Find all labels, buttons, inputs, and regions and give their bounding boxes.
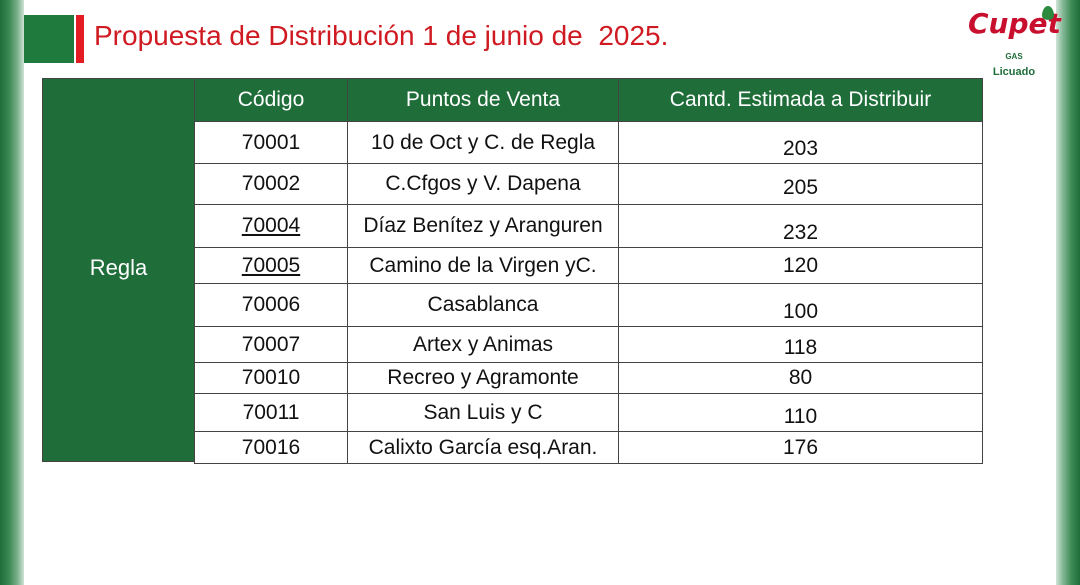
qty-cell: 232 bbox=[618, 204, 983, 248]
table-row: 70011 San Luis y C 110 bbox=[194, 393, 983, 432]
code-cell: 70004 bbox=[194, 204, 348, 248]
table-row: 70010 Recreo y Agramonte 80 bbox=[194, 362, 983, 394]
point-cell: Díaz Benítez y Aranguren bbox=[347, 204, 619, 248]
header-red-bar bbox=[76, 15, 84, 63]
point-cell: Casablanca bbox=[347, 283, 619, 327]
group-cell: Regla bbox=[42, 78, 195, 462]
qty-cell: 120 bbox=[618, 247, 983, 284]
code-cell: 70010 bbox=[194, 362, 348, 394]
cupet-logo: Cupet GAS Licuado bbox=[968, 4, 1061, 80]
header-qty: Cantd. Estimada a Distribuir bbox=[618, 78, 983, 122]
right-green-stripe bbox=[1056, 0, 1080, 585]
table-row: 70005 Camino de la Virgen yC. 120 bbox=[194, 247, 983, 284]
qty-cell: 203 bbox=[618, 121, 983, 164]
table-row: 70016 Calixto García esq.Aran. 176 bbox=[194, 431, 983, 464]
code-cell: 70001 bbox=[194, 121, 348, 164]
distribution-table: Código Puntos de Venta Cantd. Estimada a… bbox=[194, 78, 983, 464]
code-cell: 70006 bbox=[194, 283, 348, 327]
qty-cell: 100 bbox=[618, 283, 983, 327]
table-row: 70006 Casablanca 100 bbox=[194, 283, 983, 327]
point-cell: Artex y Animas bbox=[347, 326, 619, 363]
point-cell: Camino de la Virgen yC. bbox=[347, 247, 619, 284]
code-cell: 70007 bbox=[194, 326, 348, 363]
flame-icon bbox=[1042, 6, 1054, 20]
logo-subtitle-licuado: Licuado bbox=[992, 66, 1036, 78]
qty-cell: 176 bbox=[618, 431, 983, 464]
table-row: 70002 C.Cfgos y V. Dapena 205 bbox=[194, 163, 983, 205]
qty-cell: 205 bbox=[618, 163, 983, 205]
left-green-stripe bbox=[0, 0, 24, 585]
table-header-row: Código Puntos de Venta Cantd. Estimada a… bbox=[194, 78, 983, 122]
table-row: 70007 Artex y Animas 118 bbox=[194, 326, 983, 363]
code-cell: 70011 bbox=[194, 393, 348, 432]
table-row: 70004 Díaz Benítez y Aranguren 232 bbox=[194, 204, 983, 248]
page-title: Propuesta de Distribución 1 de junio de … bbox=[94, 20, 669, 51]
code-cell: 70016 bbox=[194, 431, 348, 464]
header-code: Código bbox=[194, 78, 348, 122]
point-cell: C.Cfgos y V. Dapena bbox=[347, 163, 619, 205]
qty-cell: 80 bbox=[618, 362, 983, 394]
point-cell: San Luis y C bbox=[347, 393, 619, 432]
code-cell: 70005 bbox=[194, 247, 348, 284]
logo-subtitle-gas: GAS bbox=[1005, 52, 1023, 61]
table-row: 70001 10 de Oct y C. de Regla 203 bbox=[194, 121, 983, 164]
point-cell: 10 de Oct y C. de Regla bbox=[347, 121, 619, 164]
group-label: Regla bbox=[89, 255, 148, 280]
header-green-block bbox=[24, 15, 74, 63]
qty-cell: 110 bbox=[618, 393, 983, 432]
point-cell: Calixto García esq.Aran. bbox=[347, 431, 619, 464]
header-point: Puntos de Venta bbox=[347, 78, 619, 122]
qty-cell: 118 bbox=[618, 326, 983, 363]
code-cell: 70002 bbox=[194, 163, 348, 205]
point-cell: Recreo y Agramonte bbox=[347, 362, 619, 394]
